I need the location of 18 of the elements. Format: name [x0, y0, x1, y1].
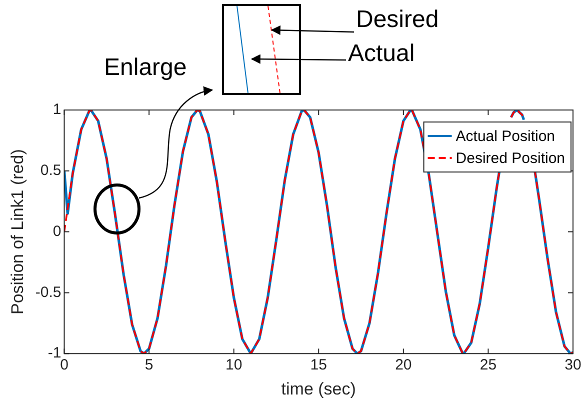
text: Desired: [356, 6, 439, 35]
x-tick-label: 25: [480, 356, 497, 374]
x-tick-label: 10: [225, 356, 242, 374]
y-tick-label: 0.5: [40, 162, 62, 180]
legend-label: Desired Position: [456, 150, 565, 168]
x-tick-label: 30: [564, 356, 582, 374]
x-tick-label: 15: [310, 356, 327, 374]
y-tick-label: -0.5: [35, 284, 62, 301]
legend-label: Actual Position: [456, 128, 556, 146]
x-tick-label: 20: [395, 356, 412, 374]
y-tick-label: -1: [48, 344, 62, 362]
y-axis-title: Position of Link1 (red): [8, 149, 27, 314]
text: Enlarge: [104, 54, 187, 83]
y-tick-label: 1: [52, 101, 62, 118]
x-tick-label: 5: [144, 356, 154, 374]
x-axis-title: time (sec): [281, 379, 356, 398]
text: Actual: [348, 40, 415, 69]
y-tick-label: 0: [52, 222, 62, 240]
